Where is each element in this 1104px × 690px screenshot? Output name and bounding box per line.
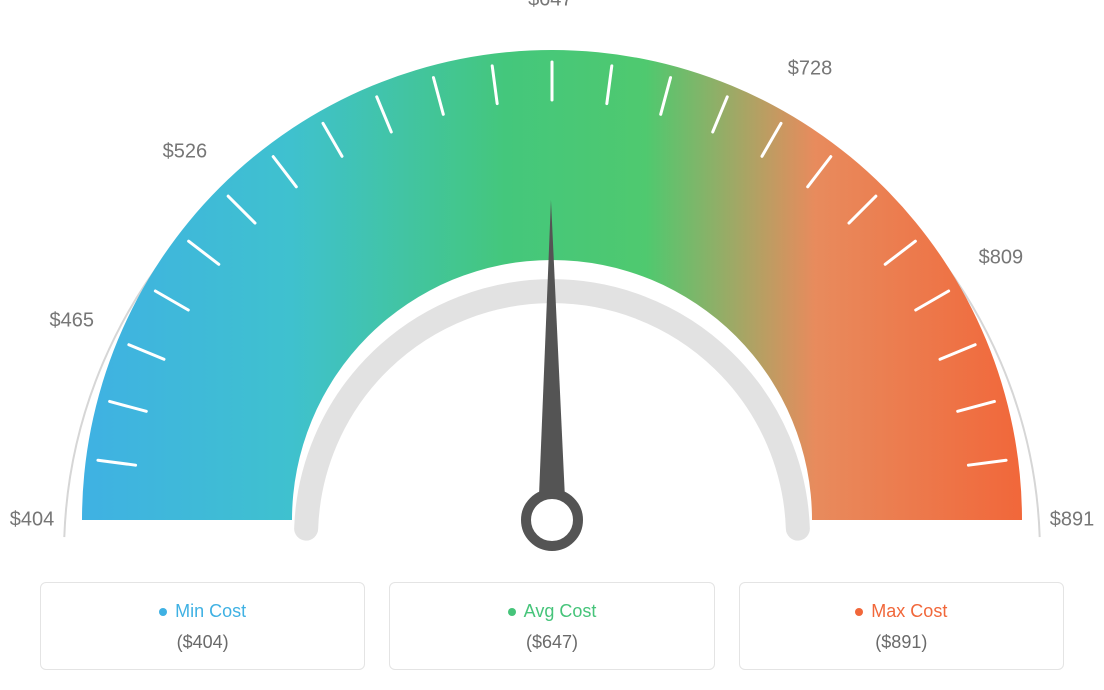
legend-value-avg: ($647): [400, 632, 703, 653]
gauge-svg: [0, 0, 1104, 570]
legend-card-max: Max Cost ($891): [739, 582, 1064, 670]
gauge-tick-label: $809: [979, 246, 1024, 269]
legend-value-max: ($891): [750, 632, 1053, 653]
legend-label-min: Min Cost: [175, 601, 246, 622]
legend-value-min: ($404): [51, 632, 354, 653]
gauge-tick-label: $728: [788, 57, 833, 80]
legend-card-min: Min Cost ($404): [40, 582, 365, 670]
legend-card-avg: Avg Cost ($647): [389, 582, 714, 670]
cost-gauge-widget: $404 $465 $526 $647 $728 $809 $891 Min Cost ($…: [0, 0, 1104, 690]
gauge-tick-label: $647: [528, 0, 573, 12]
legend-label-max: Max Cost: [871, 601, 947, 622]
legend-dot-avg: [508, 608, 516, 616]
legend-row: Min Cost ($404) Avg Cost ($647) Max Cost…: [40, 582, 1064, 670]
gauge-tick-label: $404: [10, 509, 55, 532]
legend-dot-min: [159, 608, 167, 616]
legend-dot-max: [855, 608, 863, 616]
gauge-tick-label: $465: [49, 309, 94, 332]
gauge-tick-label: $891: [1050, 509, 1095, 532]
gauge-chart: $404 $465 $526 $647 $728 $809 $891: [0, 0, 1104, 570]
legend-label-avg: Avg Cost: [524, 601, 597, 622]
gauge-tick-label: $526: [163, 140, 208, 163]
